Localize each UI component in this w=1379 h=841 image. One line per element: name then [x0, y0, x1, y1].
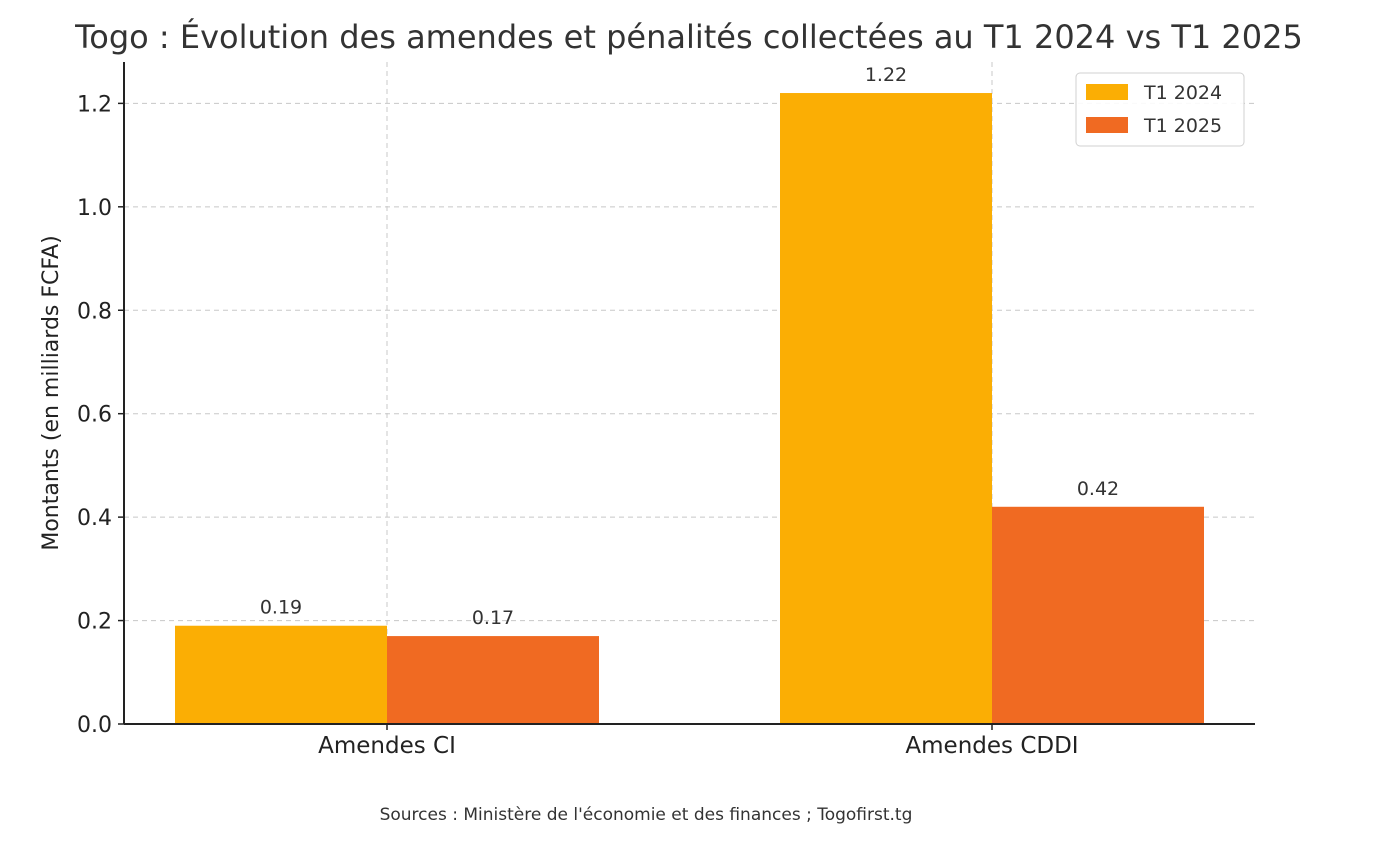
x-tick-label: Amendes CDDI — [905, 733, 1078, 759]
legend: T1 2024 T1 2025 — [1075, 72, 1245, 147]
source-note: Sources : Ministère de l'économie et des… — [380, 805, 913, 825]
bar-data-label: 0.19 — [260, 597, 302, 619]
legend-label: T1 2024 — [1143, 82, 1222, 104]
labels-layer: 0.0 0.2 0.4 0.6 0.8 1.0 1.2 0.19 0.17 Amendes CI 1… — [77, 64, 1119, 759]
y-tick-label: 1.2 — [77, 92, 112, 117]
bar-data-label: 0.17 — [472, 607, 514, 629]
legend-label: T1 2025 — [1143, 115, 1222, 137]
bar-t1-2025-0 — [387, 636, 599, 724]
legend-swatch-t1-2024 — [1086, 84, 1128, 100]
axes-layer — [118, 62, 1255, 730]
legend-swatch-t1-2025 — [1086, 117, 1128, 133]
x-tick-label: Amendes CI — [318, 733, 456, 759]
y-tick-label: 0.0 — [77, 713, 112, 738]
bar-data-label: 0.42 — [1077, 478, 1119, 500]
y-tick-label: 0.4 — [77, 506, 112, 531]
bar-data-label: 1.22 — [865, 64, 907, 86]
chart-title: Togo : Évolution des amendes et pénalité… — [74, 18, 1303, 56]
bar-t1-2024-0 — [175, 625, 387, 724]
y-axis-label: Montants (en milliards FCFA) — [39, 235, 64, 550]
y-tick-label: 0.6 — [77, 403, 112, 428]
bar-t1-2025-1 — [992, 506, 1204, 724]
y-tick-label: 1.0 — [77, 196, 112, 221]
bar-t1-2024-1 — [780, 93, 992, 724]
bars-layer — [175, 93, 1204, 724]
y-tick-label: 0.2 — [77, 610, 112, 635]
y-tick-label: 0.8 — [77, 299, 112, 324]
